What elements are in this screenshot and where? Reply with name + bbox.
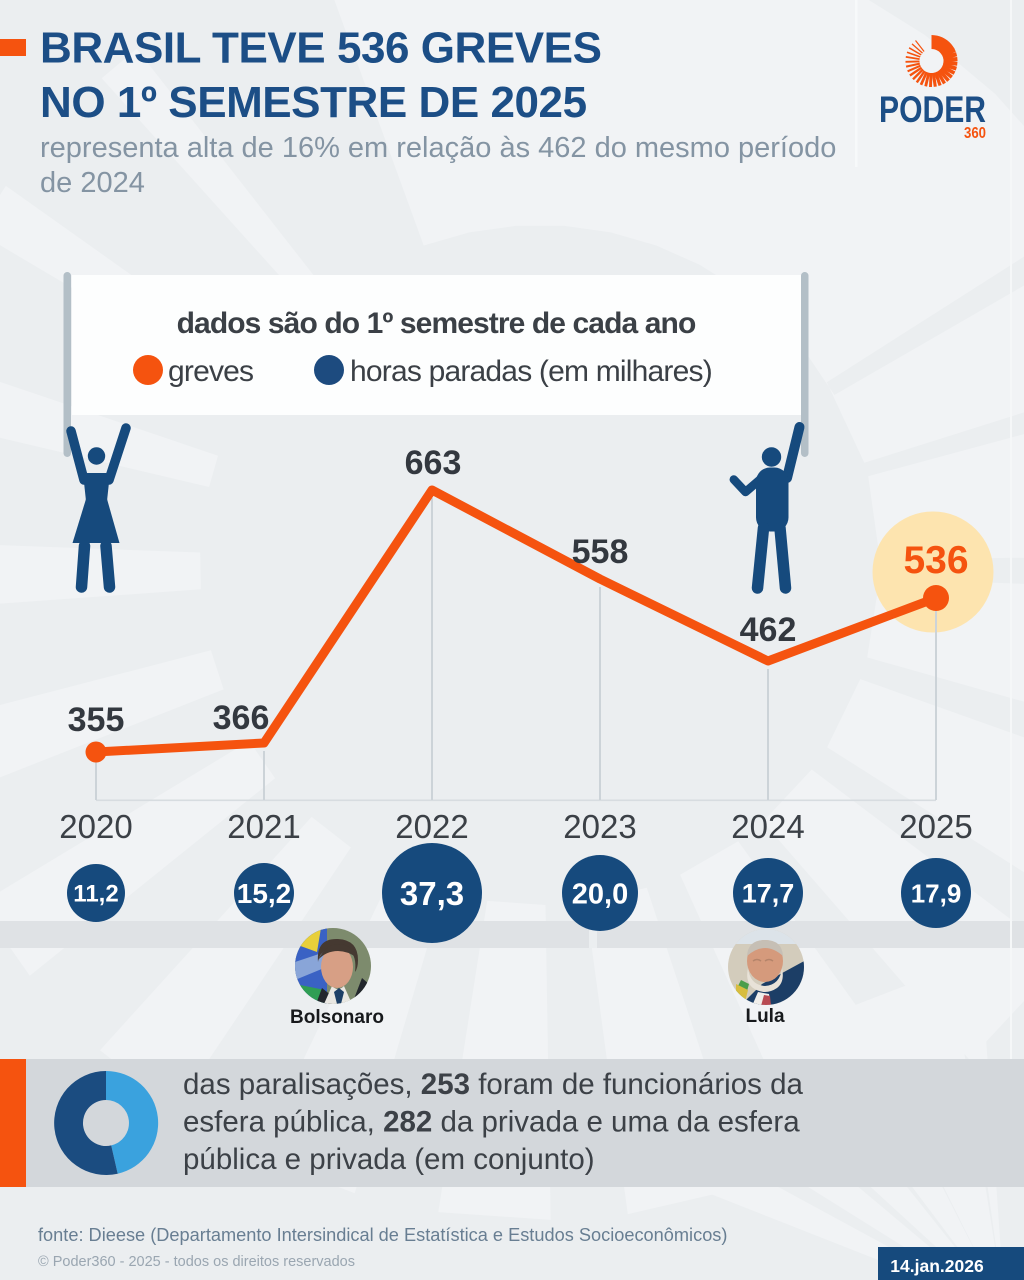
svg-text:20,0: 20,0 <box>572 878 628 910</box>
svg-text:esfera pública, 282 da privada: esfera pública, 282 da privada e uma da … <box>183 1106 800 1139</box>
svg-text:de 2024: de 2024 <box>40 167 145 199</box>
svg-text:17,9: 17,9 <box>911 878 962 908</box>
svg-text:PODER: PODER <box>879 89 986 130</box>
svg-text:2024: 2024 <box>731 808 804 845</box>
svg-text:representa alta de 16% em rela: representa alta de 16% em relação às 462… <box>40 132 836 164</box>
svg-text:horas paradas (em milhares): horas paradas (em milhares) <box>350 355 712 388</box>
svg-text:NO 1º SEMESTRE DE 2025: NO 1º SEMESTRE DE 2025 <box>40 78 587 127</box>
svg-text:2020: 2020 <box>59 808 132 845</box>
svg-text:17,7: 17,7 <box>742 879 795 909</box>
svg-text:fonte: Dieese (Departamento In: fonte: Dieese (Departamento Intersindica… <box>38 1225 727 1245</box>
svg-text:BRASIL TEVE 536 GREVES: BRASIL TEVE 536 GREVES <box>40 24 601 73</box>
svg-text:558: 558 <box>572 533 629 571</box>
svg-text:greves: greves <box>168 355 253 388</box>
svg-text:2023: 2023 <box>563 808 636 845</box>
svg-text:Bolsonaro: Bolsonaro <box>290 1007 384 1028</box>
svg-text:© Poder360 - 2025 - todos os d: © Poder360 - 2025 - todos os direitos re… <box>38 1254 355 1270</box>
svg-text:355: 355 <box>68 701 125 739</box>
svg-text:15,2: 15,2 <box>237 878 292 909</box>
svg-text:37,3: 37,3 <box>400 875 464 912</box>
svg-text:663: 663 <box>405 444 462 482</box>
svg-text:pública e privada (em conjunto: pública e privada (em conjunto) <box>183 1143 595 1176</box>
svg-text:14.jan.2026: 14.jan.2026 <box>890 1256 984 1276</box>
svg-text:2022: 2022 <box>395 808 468 845</box>
svg-text:366: 366 <box>213 699 270 737</box>
svg-text:360: 360 <box>964 125 986 142</box>
svg-text:dados são do 1º semestre de ca: dados são do 1º semestre de cada ano <box>177 307 696 340</box>
svg-text:2025: 2025 <box>899 808 972 845</box>
svg-text:462: 462 <box>740 611 797 649</box>
svg-text:2021: 2021 <box>227 808 300 845</box>
svg-text:Lula: Lula <box>745 1006 784 1027</box>
svg-text:11,2: 11,2 <box>73 881 118 908</box>
svg-text:das paralisações, 253 foram de: das paralisações, 253 foram de funcionár… <box>183 1068 803 1101</box>
svg-text:536: 536 <box>903 539 968 582</box>
